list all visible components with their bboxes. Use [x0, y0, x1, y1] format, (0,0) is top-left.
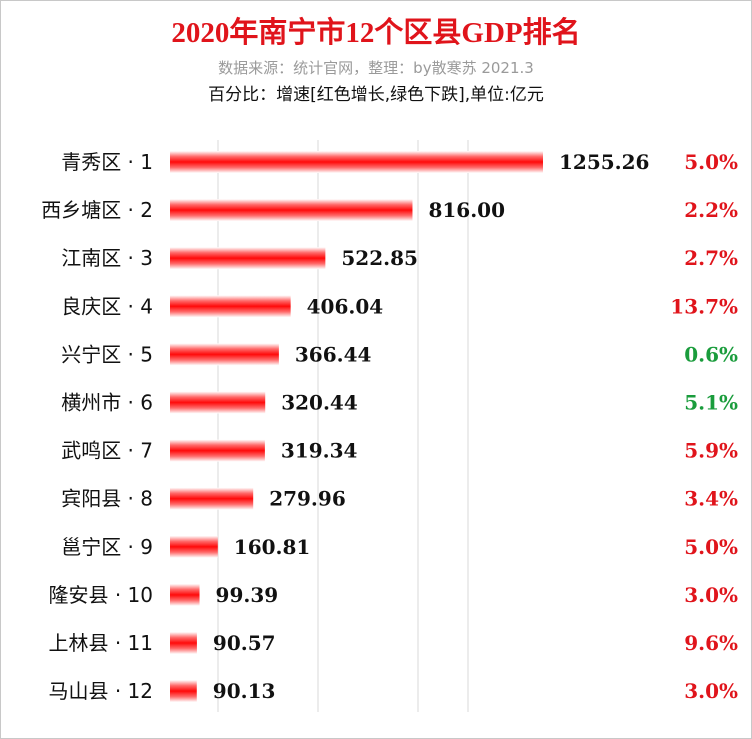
growth-label-12: 3.0%: [684, 679, 738, 703]
bars: [170, 151, 543, 703]
bar-2: [170, 199, 413, 222]
category-label-1: 青秀区 · 1: [61, 150, 153, 174]
bar-7: [170, 439, 265, 462]
category-label-10: 隆安县 · 10: [48, 583, 153, 607]
value-label-6: 320.44: [281, 391, 358, 415]
value-label-11: 90.57: [213, 631, 276, 655]
growth-label-5: 0.6%: [684, 342, 738, 366]
growth-label-10: 3.0%: [684, 583, 738, 607]
bar-4: [170, 295, 291, 318]
value-label-8: 279.96: [269, 487, 346, 511]
growth-label-3: 2.7%: [684, 246, 738, 270]
category-label-5: 兴宁区 · 5: [61, 342, 153, 366]
bar-9: [170, 535, 218, 558]
bar-8: [170, 487, 254, 510]
category-label-11: 上林县 · 11: [48, 631, 153, 655]
value-label-9: 160.81: [234, 535, 311, 559]
bar-5: [170, 343, 279, 366]
category-label-4: 良庆区 · 4: [61, 294, 153, 318]
growth-label-11: 9.6%: [684, 631, 738, 655]
growth-label-2: 2.2%: [684, 198, 738, 222]
growth-label-9: 5.0%: [684, 535, 738, 559]
value-label-2: 816.00: [428, 198, 505, 222]
bar-10: [170, 583, 200, 606]
chart-note: 百分比：增速[红色增长,绿色下跌],单位:亿元: [208, 85, 544, 105]
labels: 青秀区 · 1 1255.26 5.0% 西乡塘区 · 2 816.00 2.2% 江南区 …: [41, 150, 738, 703]
value-label-4: 406.04: [307, 294, 384, 318]
category-label-7: 武鸣区 · 7: [61, 439, 153, 463]
growth-label-4: 13.7%: [670, 294, 738, 318]
chart-title: 2020年南宁市12个区县GDP排名: [171, 17, 581, 49]
value-label-10: 99.39: [216, 583, 279, 607]
value-label-1: 1255.26: [559, 150, 649, 174]
value-label-3: 522.85: [341, 246, 418, 270]
category-label-9: 邕宁区 · 9: [61, 535, 153, 559]
category-label-8: 宾阳县 · 8: [61, 487, 153, 511]
growth-label-1: 5.0%: [684, 150, 738, 174]
bar-1: [170, 151, 543, 173]
category-label-6: 横州市 · 6: [61, 391, 153, 415]
growth-label-6: 5.1%: [684, 391, 738, 415]
bar-12: [170, 680, 197, 703]
value-label-5: 366.44: [295, 342, 372, 366]
value-label-12: 90.13: [213, 679, 276, 703]
bar-11: [170, 632, 197, 654]
growth-label-7: 5.9%: [684, 439, 738, 463]
grid-lines: [217, 140, 469, 712]
bar-6: [170, 391, 266, 414]
value-label-7: 319.34: [281, 439, 358, 463]
growth-label-8: 3.4%: [684, 487, 738, 511]
chart-source: 数据来源：统计官网，整理：by散寒苏 2021.3: [218, 59, 534, 77]
category-label-12: 马山县 · 12: [48, 679, 153, 703]
category-label-3: 江南区 · 3: [61, 246, 153, 270]
category-label-2: 西乡塘区 · 2: [41, 198, 153, 222]
bar-3: [170, 247, 326, 270]
